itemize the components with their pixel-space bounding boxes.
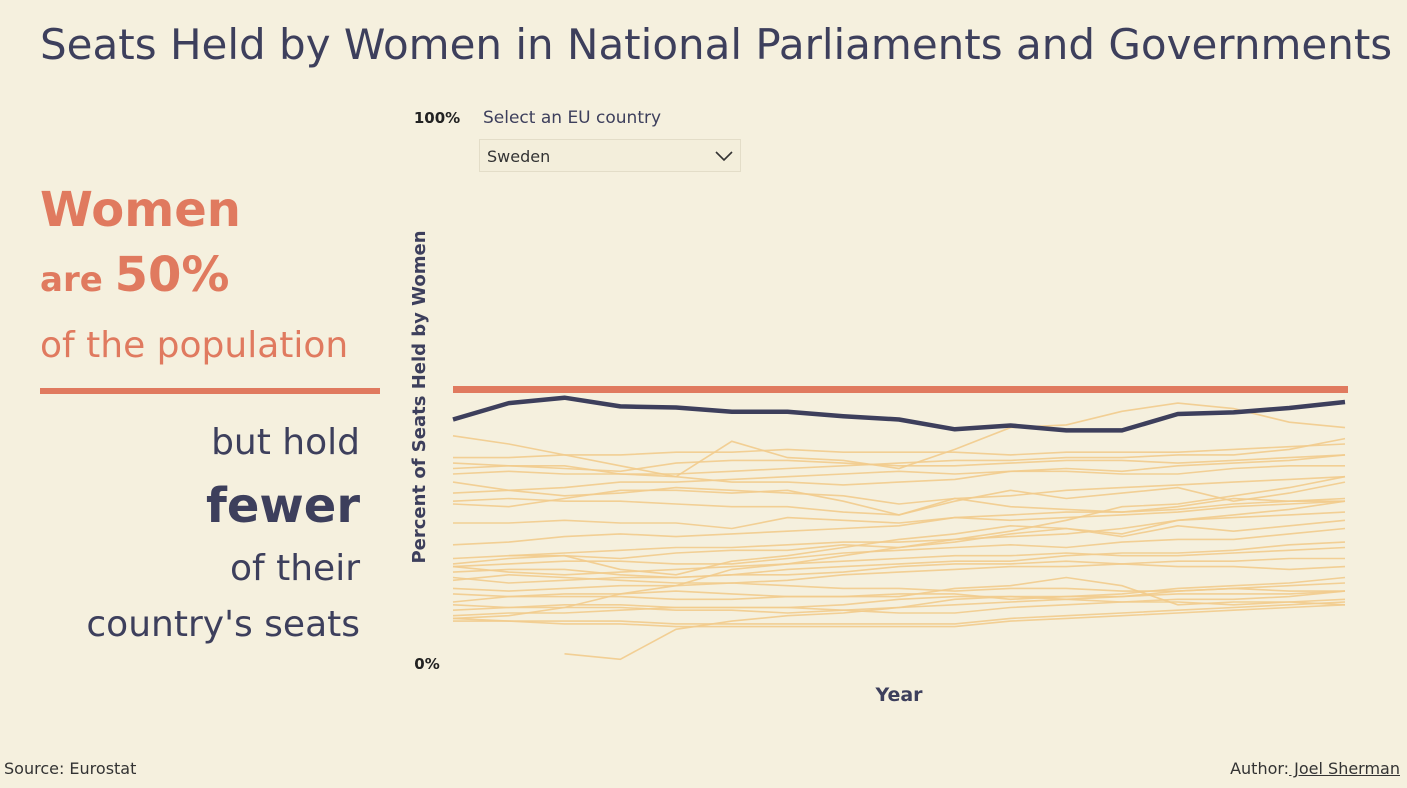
country-filter-label: Select an EU country — [483, 108, 662, 128]
series-line-other-18 — [452, 563, 1346, 584]
y-tick-label-0: 0% — [414, 655, 439, 673]
series-line-other-7 — [452, 475, 1346, 505]
author-link[interactable]: Joel Sherman — [1289, 759, 1400, 778]
story-highlight: Women are 50% of the population — [40, 180, 385, 371]
series-line-other-9 — [452, 481, 1346, 516]
series-line-other-22 — [452, 590, 1346, 609]
series-line-other-29 — [564, 576, 1346, 661]
series-line-other-10 — [453, 497, 1345, 530]
story-percent-text: 50% — [114, 247, 230, 303]
series-line-other-14 — [452, 527, 1346, 568]
series-line-other-16 — [452, 541, 1346, 579]
series-line-other-28 — [508, 500, 1346, 576]
series-line-other-3 — [452, 437, 1346, 475]
story-women-text: Women — [40, 182, 241, 238]
series-line-other-17 — [452, 557, 1345, 584]
author-note: Author: Joel Sherman — [1230, 759, 1400, 778]
other-countries-lines — [452, 402, 1346, 661]
story-population-text: of the population — [40, 325, 349, 366]
source-note: Source: Eurostat — [4, 759, 137, 778]
x-axis-label: Year — [874, 684, 923, 706]
series-line-other-1 — [452, 402, 1346, 478]
series-line-other-26 — [453, 604, 1346, 628]
series-line-other-12 — [452, 511, 1346, 560]
story-fifty-percent: are 50% — [40, 240, 385, 321]
series-line-other-21 — [452, 576, 1346, 606]
country-dropdown-value: Sweden — [487, 147, 551, 166]
country-dropdown[interactable]: Sweden — [479, 139, 741, 172]
series-line-other-24 — [452, 598, 1346, 617]
series-line-other-4 — [452, 454, 1346, 473]
series-line-other-5 — [452, 454, 1346, 486]
story-fewer-text: fewer — [205, 478, 360, 534]
story-seats-text: country's seats — [86, 604, 360, 645]
series-line-other-20 — [452, 587, 1345, 601]
author-label: Author: — [1230, 759, 1290, 778]
story-of-their-text: of their — [229, 548, 360, 589]
story-body: but hold fewer of their country's seats — [30, 415, 360, 653]
story-divider — [40, 388, 380, 394]
series-line-other-11 — [452, 500, 1346, 546]
series-line-other-27 — [452, 475, 1346, 620]
story-but-hold-text: but hold — [211, 422, 360, 463]
y-tick-label-100: 100% — [414, 109, 460, 127]
series-line-highlight — [452, 395, 1346, 433]
series-line-other-2 — [453, 443, 1346, 459]
page-title: Seats Held by Women in National Parliame… — [40, 20, 1393, 69]
series-line-other-8 — [452, 497, 1346, 516]
series-line-other-6 — [452, 465, 1345, 492]
series-line-other-25 — [452, 601, 1346, 625]
y-axis-label: Percent of Seats Held by Women — [409, 230, 430, 563]
chevron-down-icon — [715, 151, 733, 162]
story-are-text: are — [40, 260, 115, 300]
